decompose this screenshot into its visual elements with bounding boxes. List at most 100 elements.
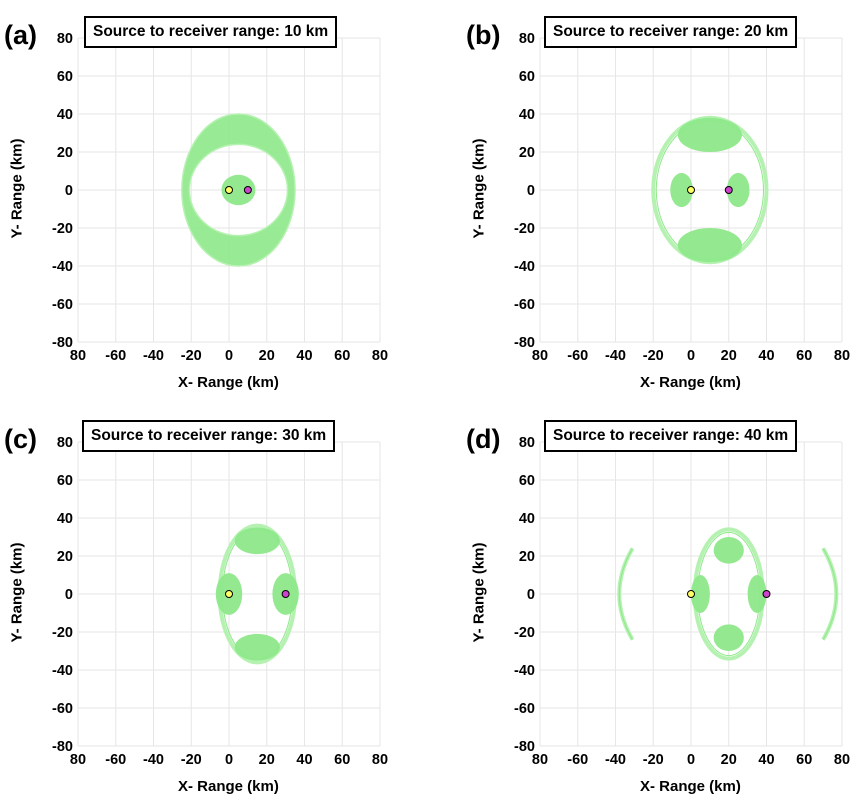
panel-label: (c) <box>4 424 37 454</box>
x-tick-label: -20 <box>643 348 664 364</box>
x-tick-label: 20 <box>259 752 275 768</box>
panel-label: (b) <box>466 20 501 50</box>
y-axis-label: Y- Range (km) <box>470 138 488 239</box>
x-tick-label: 0 <box>225 752 233 768</box>
chart-title: Source to receiver range: 10 km <box>84 16 338 48</box>
x-tick-label: 80 <box>372 752 388 768</box>
x-axis-label: X- Range (km) <box>640 374 741 391</box>
source-marker <box>225 590 233 598</box>
x-tick-label: 40 <box>758 752 774 768</box>
detection-arc <box>822 548 837 640</box>
receiver-marker <box>724 186 733 194</box>
y-tick-label: 20 <box>57 549 73 565</box>
y-tick-label: -20 <box>52 221 73 237</box>
chart-title: Source to receiver range: 30 km <box>82 420 336 452</box>
y-tick-label: 20 <box>519 549 535 565</box>
y-tick-label: 80 <box>57 435 73 451</box>
x-tick-label: 40 <box>296 752 312 768</box>
detection-region <box>747 575 767 613</box>
x-tick-label: 20 <box>721 752 737 768</box>
x-axis-label: X- Range (km) <box>178 374 279 391</box>
y-tick-label: 20 <box>519 145 535 161</box>
x-tick-label: -60 <box>105 752 126 768</box>
y-tick-label: 0 <box>65 183 73 199</box>
x-tick-label: 0 <box>687 752 695 768</box>
x-tick-label: 40 <box>758 348 774 364</box>
y-tick-label: -40 <box>52 663 73 679</box>
plot-c: 80 -60 -40 -20 0 20 40 60 80 80 60 40 20 0 -20 -40 -60 -8… <box>52 435 388 768</box>
detection-region <box>713 624 744 651</box>
detection-region <box>234 527 280 555</box>
y-tick-label: 40 <box>519 107 535 123</box>
x-tick-label: 40 <box>296 348 312 364</box>
panel-d: 80 -60 -40 -20 0 20 40 60 80 80 60 40 20 0 -20 -40 -60 -8… <box>462 404 861 804</box>
y-tick-label: -80 <box>514 739 535 755</box>
chart-title: Source to receiver range: 20 km <box>544 16 798 48</box>
panel-label: (d) <box>466 424 501 454</box>
receiver-marker <box>762 590 771 598</box>
x-tick-label: 0 <box>225 348 233 364</box>
y-tick-label: -80 <box>52 335 73 351</box>
y-tick-label: -60 <box>514 701 535 717</box>
x-tick-label: 20 <box>721 348 737 364</box>
x-axis-label: X- Range (km) <box>178 778 279 795</box>
x-tick-label: 60 <box>796 348 812 364</box>
y-axis-label: Y- Range (km) <box>8 138 26 239</box>
x-tick-label: 80 <box>532 348 548 364</box>
x-tick-label: 80 <box>834 752 850 768</box>
x-tick-label: -40 <box>143 348 164 364</box>
x-tick-label: 0 <box>687 348 695 364</box>
x-axis-label: X- Range (km) <box>640 778 741 795</box>
y-tick-label: -60 <box>514 297 535 313</box>
y-tick-label: -60 <box>52 701 73 717</box>
y-tick-label: -20 <box>514 625 535 641</box>
source-marker <box>687 186 695 194</box>
y-tick-label: -40 <box>52 259 73 275</box>
x-tick-label: -60 <box>105 348 126 364</box>
x-tick-label: 80 <box>70 752 86 768</box>
y-axis-label: Y- Range (km) <box>470 542 488 643</box>
detection-region <box>677 228 742 263</box>
detection-region <box>670 172 693 208</box>
x-tick-label: 80 <box>70 348 86 364</box>
x-tick-label: -20 <box>181 348 202 364</box>
y-tick-label: -80 <box>514 335 535 351</box>
y-tick-label: 60 <box>519 473 535 489</box>
y-tick-label: 0 <box>527 183 535 199</box>
x-tick-label: -60 <box>567 752 588 768</box>
y-tick-label: 80 <box>57 31 73 47</box>
y-tick-label: 20 <box>57 145 73 161</box>
y-tick-label: 60 <box>57 69 73 85</box>
y-axis-label: Y- Range (km) <box>8 542 26 643</box>
panel-label: (a) <box>4 20 37 50</box>
y-tick-label: 60 <box>57 473 73 489</box>
receiver-marker <box>243 186 252 194</box>
y-tick-label: -40 <box>514 259 535 275</box>
y-tick-label: 40 <box>57 107 73 123</box>
x-tick-label: 60 <box>334 348 350 364</box>
y-tick-label: -60 <box>52 297 73 313</box>
y-tick-label: -20 <box>514 221 535 237</box>
y-tick-label: 80 <box>519 435 535 451</box>
x-tick-label: -40 <box>143 752 164 768</box>
detection-region <box>691 575 710 613</box>
chart-title: Source to receiver range: 40 km <box>544 420 798 452</box>
detection-region <box>234 633 280 661</box>
y-tick-label: 0 <box>527 587 535 603</box>
x-tick-label: -40 <box>605 752 626 768</box>
x-tick-label: -60 <box>567 348 588 364</box>
x-tick-label: 20 <box>259 348 275 364</box>
detection-region <box>677 117 742 152</box>
panel-a: 80 -60 -40 -20 0 20 40 60 80 80 60 40 20 0 -20 -40 -60 -8… <box>0 0 430 400</box>
x-tick-label: -40 <box>605 348 626 364</box>
y-tick-label: 80 <box>519 31 535 47</box>
y-tick-label: 40 <box>519 511 535 527</box>
y-tick-label: -20 <box>52 625 73 641</box>
source-marker <box>225 186 233 194</box>
source-marker <box>687 590 695 598</box>
detection-region-ring <box>181 113 296 267</box>
panel-b: 80 -60 -40 -20 0 20 40 60 80 80 60 40 20 0 -20 -40 -60 -8… <box>462 0 861 400</box>
x-tick-label: -20 <box>643 752 664 768</box>
y-tick-label: 60 <box>519 69 535 85</box>
y-tick-label: -40 <box>514 663 535 679</box>
